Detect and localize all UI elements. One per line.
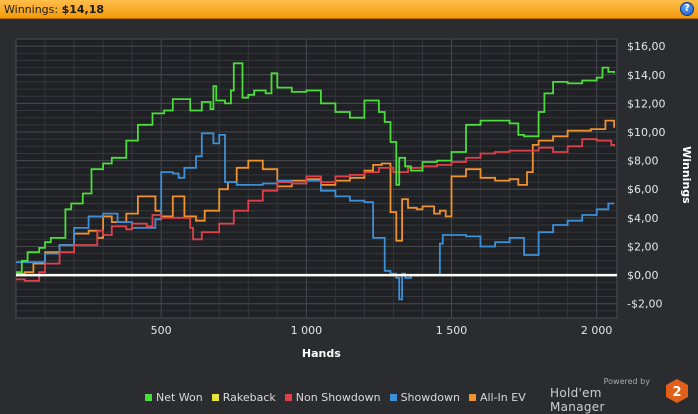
chart-legend: Net Won Rakeback Non Showdown Showdown A…: [145, 389, 526, 405]
legend-swatch-rakeback: [211, 393, 219, 401]
y-axis-label: Winnings: [680, 146, 693, 204]
legend-item-rakeback[interactable]: Rakeback: [211, 390, 276, 404]
y-tick-label: $8,00: [627, 155, 659, 168]
hem-logo-version: 2: [672, 385, 681, 400]
y-tick-label: $10,00: [627, 126, 666, 139]
legend-label-all-in-ev: All-In EV: [479, 390, 526, 404]
legend-item-showdown[interactable]: Showdown: [389, 390, 460, 404]
winnings-summary: Winnings: $14,18: [4, 3, 104, 16]
y-tick-label: $2,00: [627, 240, 659, 253]
y-tick-label: $0,00: [627, 269, 659, 282]
hem-logo-icon: 2: [666, 379, 688, 403]
y-tick-label: $4,00: [627, 212, 659, 225]
winnings-value: $14,18: [61, 3, 105, 16]
legend-item-net-won[interactable]: Net Won: [145, 391, 203, 404]
header-bar: Winnings: $14,18 ?: [0, 0, 698, 19]
legend-label-non-showdown: Non Showdown: [295, 390, 381, 404]
y-tick-label: $12,00: [627, 97, 666, 110]
product-name: Hold'em Manager: [550, 386, 605, 414]
x-tick-label: 2 000: [581, 324, 613, 337]
y-tick-label: $16,00: [627, 40, 666, 53]
x-axis-label: Hands: [302, 347, 341, 360]
legend-swatch-net-won: [145, 393, 152, 401]
series-line-non-showdown: [16, 138, 615, 282]
powered-by-text: Powered by: [603, 377, 650, 386]
legend-label-rakeback: Rakeback: [222, 390, 276, 404]
hem-branding: Powered by Hold'em Manager 2: [550, 376, 690, 414]
x-tick-label: 1 500: [436, 324, 468, 337]
legend-item-non-showdown[interactable]: Non Showdown: [284, 390, 381, 404]
series-line-all-in-ev: [16, 119, 615, 275]
y-tick-label: $14,00: [627, 69, 666, 82]
winnings-chart: -$2,00 $0,00 $2,00 $4,00 $6,00 $8,00 $10,00 $12…: [15, 38, 693, 360]
help-icon[interactable]: ?: [680, 2, 694, 16]
x-tick-label: 1 000: [291, 324, 323, 337]
series-line-net-won: [16, 62, 615, 274]
legend-swatch-all-in-ev: [468, 393, 476, 401]
legend-swatch-showdown: [389, 393, 397, 401]
series-line-showdown: [16, 132, 615, 301]
winnings-label: Winnings:: [4, 3, 59, 16]
x-tick-label: 500: [151, 324, 172, 337]
legend-item-all-in-ev[interactable]: All-In EV: [468, 390, 526, 404]
plot-border: [15, 38, 618, 319]
legend-label-net-won: Net Won: [156, 390, 203, 404]
legend-swatch-non-showdown: [284, 393, 292, 401]
y-tick-label: -$2,00: [627, 298, 662, 311]
legend-label-showdown: Showdown: [400, 390, 460, 404]
y-tick-label: $6,00: [627, 183, 659, 196]
